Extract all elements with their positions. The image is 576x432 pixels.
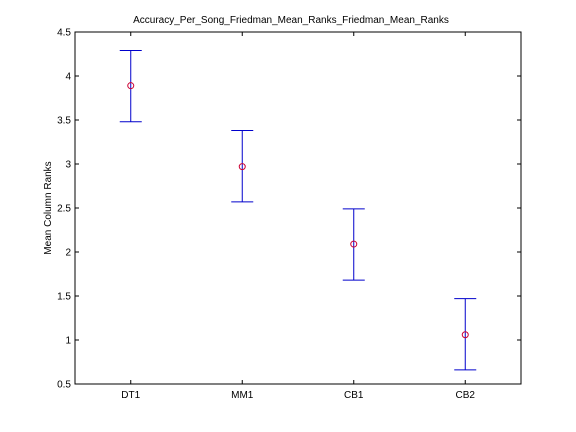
y-tick-label: 2 [65, 248, 71, 259]
mean-marker-CB1 [350, 240, 358, 248]
plot-area [74, 31, 522, 385]
y-tick-label: 1 [65, 336, 71, 347]
x-tick-label: DT1 [121, 390, 140, 401]
y-tick-label: 2.5 [57, 204, 71, 215]
chart-title: Accuracy_Per_Song_Friedman_Mean_Ranks_Fr… [133, 15, 449, 26]
x-tick-label: MM1 [231, 390, 254, 401]
y-axis-label: Mean Column Ranks [43, 161, 54, 254]
y-tick-label: 0.5 [57, 380, 71, 391]
mean-marker-MM1 [238, 163, 246, 171]
axis-ticks: 0.5 1 1.5 2 2.5 3 3.5 4 4.5 DT1 MM1 CB1 CB2 [57, 28, 521, 401]
y-tick-label: 4 [65, 72, 71, 83]
x-tick-label: CB1 [344, 390, 364, 401]
mean-marker-DT1 [127, 82, 135, 90]
x-tick-label: CB2 [456, 390, 476, 401]
y-tick-label: 3 [65, 160, 71, 171]
y-tick-label: 3.5 [57, 116, 71, 127]
y-tick-label: 1.5 [57, 292, 71, 303]
mean-marker-CB2 [461, 331, 469, 339]
y-tick-label: 4.5 [57, 28, 71, 39]
data-layer [119, 49, 477, 371]
